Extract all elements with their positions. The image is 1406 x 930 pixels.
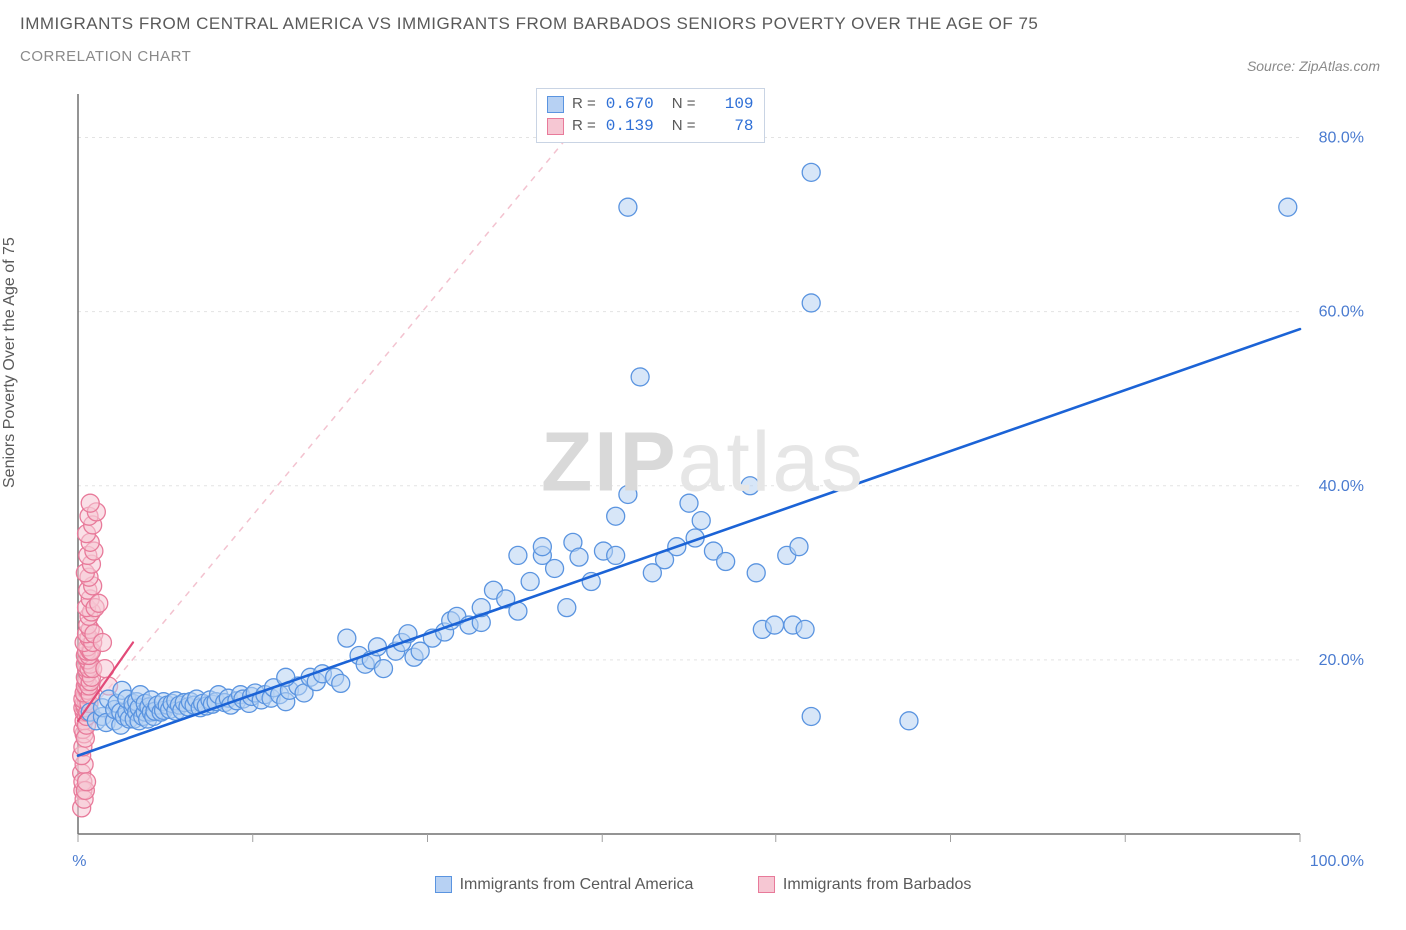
- scatter-plot: 20.0% 40.0% 60.0% 80.0% 0.0% 100.0%: [72, 88, 1372, 868]
- y-axis-label: Seniors Poverty Over the Age of 75: [1, 237, 19, 488]
- chart-title: IMMIGRANTS FROM CENTRAL AMERICA VS IMMIG…: [20, 14, 1038, 34]
- stat-r-label: R =: [572, 93, 596, 115]
- stat-n-value: 109: [704, 93, 754, 115]
- stat-r-label: R =: [572, 115, 596, 137]
- chart-subtitle: CORRELATION CHART: [20, 48, 1038, 65]
- legend-row-series-a: R = 0.670 N = 109: [547, 93, 754, 115]
- chart-container: Seniors Poverty Over the Age of 75 20.0%…: [20, 88, 1386, 900]
- svg-text:80.0%: 80.0%: [1319, 130, 1364, 147]
- svg-text:40.0%: 40.0%: [1319, 478, 1364, 495]
- legend-item-b: Immigrants from Barbados: [758, 876, 972, 894]
- source-name: ZipAtlas.com: [1299, 58, 1380, 74]
- source-attribution: Source: ZipAtlas.com: [1247, 58, 1380, 74]
- legend-label: Immigrants from Central America: [460, 876, 694, 894]
- legend-label: Immigrants from Barbados: [783, 876, 972, 894]
- legend-row-series-b: R = 0.139 N = 78: [547, 115, 754, 137]
- swatch-icon: [547, 96, 564, 113]
- swatch-icon: [547, 118, 564, 135]
- svg-text:0.0%: 0.0%: [72, 853, 86, 868]
- stat-n-label: N =: [672, 115, 696, 137]
- swatch-icon: [435, 876, 452, 893]
- svg-text:100.0%: 100.0%: [1310, 853, 1364, 868]
- stat-r-value: 0.670: [604, 93, 654, 115]
- swatch-icon: [758, 876, 775, 893]
- stat-n-value: 78: [704, 115, 754, 137]
- stat-r-value: 0.139: [604, 115, 654, 137]
- bottom-legend: Immigrants from Central America Immigran…: [20, 876, 1386, 899]
- correlation-legend: R = 0.670 N = 109 R = 0.139 N = 78: [536, 88, 765, 143]
- svg-text:60.0%: 60.0%: [1319, 304, 1364, 321]
- stat-n-label: N =: [672, 93, 696, 115]
- svg-text:20.0%: 20.0%: [1319, 652, 1364, 669]
- legend-item-a: Immigrants from Central America: [435, 876, 694, 894]
- source-label: Source:: [1247, 58, 1295, 74]
